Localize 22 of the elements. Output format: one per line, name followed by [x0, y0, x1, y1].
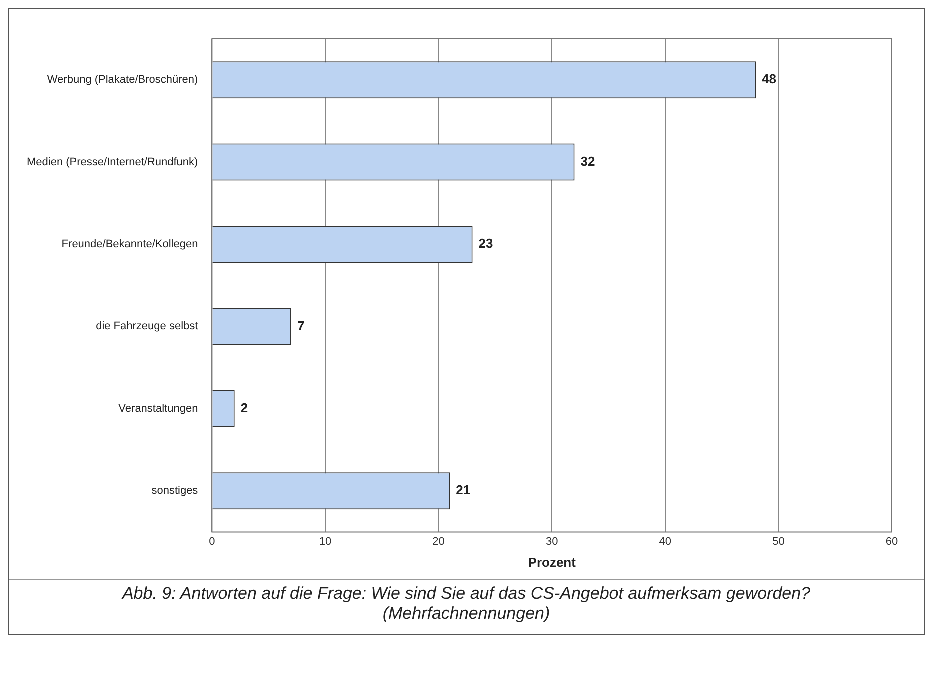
x-tick-label: 50	[772, 536, 785, 548]
data-label: 48	[762, 72, 777, 87]
y-tick-label: Veranstaltungen	[118, 402, 198, 415]
y-tick-label: Freunde/Bekannte/Kollegen	[62, 238, 198, 251]
y-tick-label: Medien (Presse/Internet/Rundfunk)	[26, 156, 198, 168]
x-tick-label: 30	[546, 536, 558, 548]
x-tick-label: 20	[432, 536, 445, 548]
data-label: 7	[298, 318, 305, 334]
y-tick-label: sonstiges	[152, 485, 199, 498]
y-tick-label: die Fahrzeuge selbst	[96, 320, 198, 333]
y-tick-label: Werbung (Plakate/Broschüren)	[47, 74, 198, 86]
data-label: 32	[580, 154, 596, 169]
caption: Abb. 9: Antworten auf die Frage: Wie sind Sie auf das CS-Angebot aufmerksam geworden?	[120, 584, 812, 604]
data-label: 23	[478, 236, 494, 252]
text: (Mehrfachnennungen)	[382, 604, 552, 624]
x-tick-label: 60	[886, 536, 898, 548]
data-label: 21	[456, 482, 471, 498]
x-tick-label: 0	[209, 536, 216, 548]
x-tick-label: 40	[659, 536, 672, 548]
data-label: 2	[240, 400, 248, 416]
x-tick-label: 10	[319, 536, 332, 548]
x-axis-title: Prozent	[528, 554, 577, 570]
